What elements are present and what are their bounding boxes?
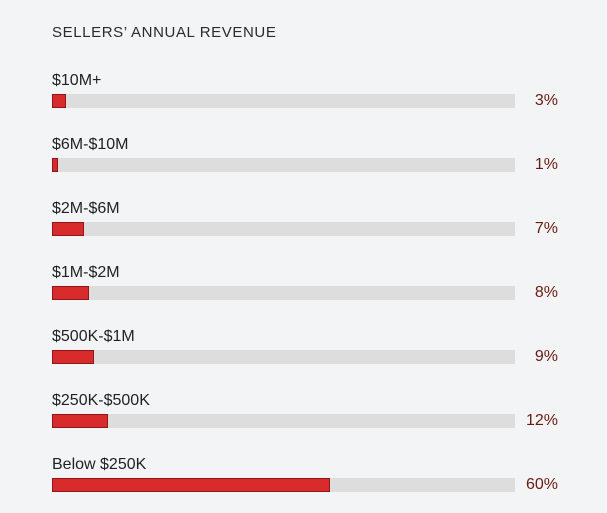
value-label: 1% (534, 156, 558, 173)
category-label: Below $250K (52, 456, 147, 473)
bar (52, 414, 108, 428)
bar-row: $1M-$2M 8% (52, 264, 562, 314)
bar-row: Below $250K 60% (52, 456, 562, 506)
category-label: $6M-$10M (52, 136, 129, 153)
category-label: $1M-$2M (52, 264, 120, 281)
bar-track (52, 222, 515, 236)
value-label: 8% (534, 284, 558, 301)
bar-track (52, 350, 515, 364)
bar-track (52, 94, 515, 108)
value-label: 3% (534, 92, 558, 109)
chart-title: SELLERS’ ANNUAL REVENUE (52, 24, 277, 41)
category-label: $2M-$6M (52, 200, 120, 217)
bar (52, 94, 66, 108)
bar (52, 350, 94, 364)
bar (52, 478, 330, 492)
bar-row: $6M-$10M 1% (52, 136, 562, 186)
bar-track (52, 286, 515, 300)
bar-row: $2M-$6M 7% (52, 200, 562, 250)
value-label: 60% (525, 476, 558, 493)
value-label: 12% (525, 412, 558, 429)
category-label: $500K-$1M (52, 328, 135, 345)
bar-row: $250K-$500K 12% (52, 392, 562, 442)
bar (52, 286, 90, 300)
bar (52, 158, 58, 172)
bar-row: $10M+ 3% (52, 72, 562, 122)
bar (52, 222, 85, 236)
value-label: 9% (534, 348, 558, 365)
category-label: $10M+ (52, 72, 102, 89)
category-label: $250K-$500K (52, 392, 150, 409)
bar-track (52, 158, 515, 172)
bar-row: $500K-$1M 9% (52, 328, 562, 378)
bar-track (52, 478, 515, 492)
value-label: 7% (534, 220, 558, 237)
bar-track (52, 414, 515, 428)
